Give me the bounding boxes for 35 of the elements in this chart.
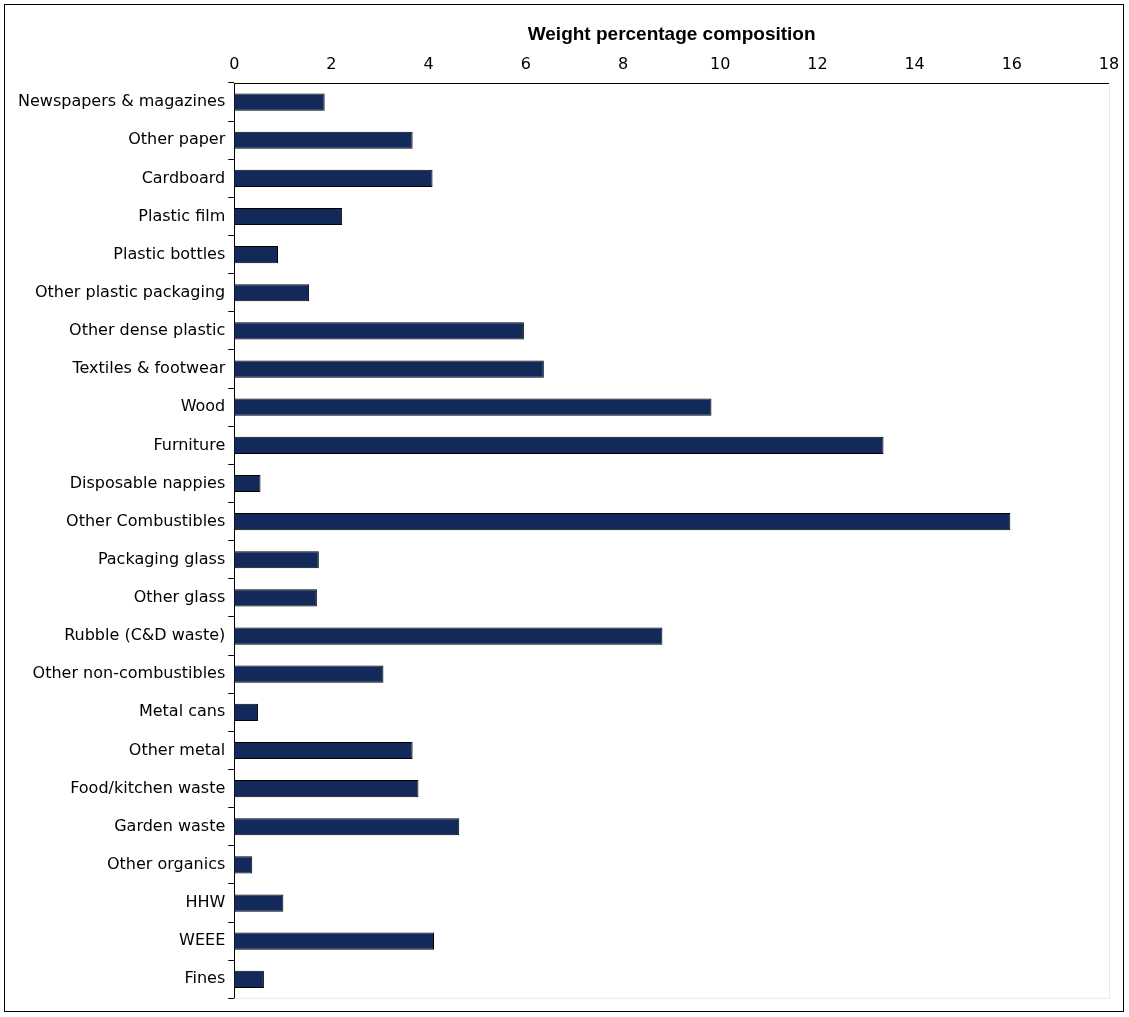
y-tick-label: Packaging glass [97, 548, 226, 568]
y-tick-label: Cardboard [141, 167, 226, 187]
x-tick-label: 4 [423, 53, 434, 73]
x-tick-label: 16 [1001, 53, 1022, 73]
y-tick-label: Other dense plastic [69, 320, 226, 340]
y-tick-label: Other organics [106, 854, 226, 874]
x-tick-label: 12 [807, 53, 828, 73]
x-axis-title: Weight percentage composition [527, 22, 816, 44]
y-tick-label: Fines [184, 968, 226, 988]
y-tick-label: WEEE [179, 930, 226, 950]
x-tick-label: 6 [520, 53, 531, 73]
y-tick-label: HHW [185, 892, 226, 912]
x-tick-label: 14 [904, 53, 925, 73]
x-tick-label: 2 [326, 53, 337, 73]
y-tick-label: Other metal [128, 739, 226, 759]
y-tick-label: Textiles & footwear [71, 358, 226, 378]
y-tick-label: Rubble (C&D waste) [64, 625, 226, 645]
y-tick-label: Other non-combustibles [32, 663, 226, 683]
y-tick-label: Disposable nappies [69, 472, 226, 492]
y-tick-label: Furniture [153, 434, 226, 454]
x-tick-label: 10 [710, 53, 731, 73]
y-tick-label: Wood [180, 396, 226, 416]
y-tick-label: Other plastic packaging [34, 281, 226, 301]
y-tick-label: Other Combustibles [66, 510, 226, 530]
y-tick-label: Metal cans [138, 701, 226, 721]
y-tick-label: Newspapers & magazines [17, 91, 226, 111]
x-tick-label: 0 [229, 53, 240, 73]
y-tick-label: Food/kitchen waste [70, 777, 226, 797]
y-tick-label: Other paper [128, 129, 226, 149]
y-tick-label: Plastic bottles [113, 243, 226, 263]
y-tick-label: Other glass [133, 587, 226, 607]
y-tick-label: Garden waste [114, 815, 226, 835]
y-tick-label: Plastic film [138, 205, 226, 225]
x-tick-label: 8 [617, 53, 629, 73]
x-tick-label: 18 [1098, 53, 1120, 73]
